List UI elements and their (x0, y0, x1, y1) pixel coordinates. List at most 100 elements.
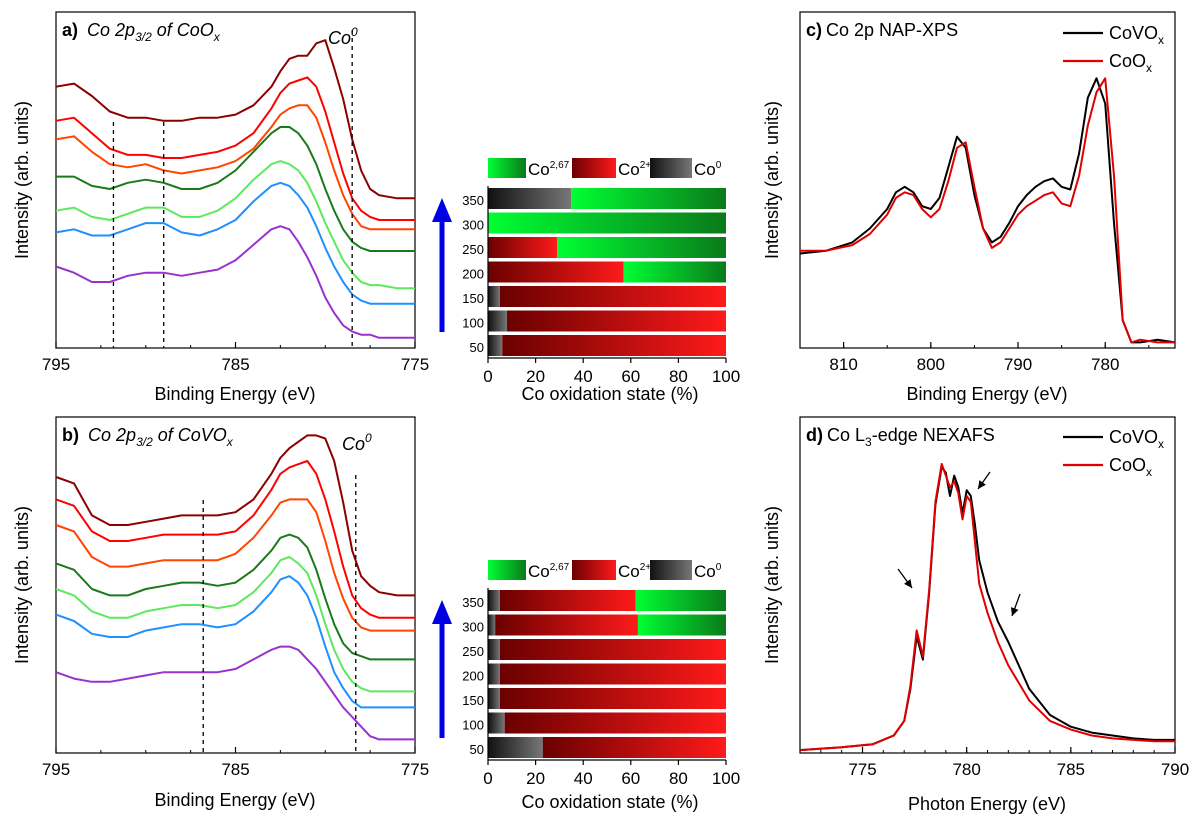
pabar-category-label-2: 250 (462, 242, 484, 257)
pb-series-5 (55, 575, 415, 709)
pabar-legend-swatch-0 (488, 158, 526, 178)
pabar-category-label-5: 100 (462, 316, 484, 331)
pb-series-3 (55, 533, 415, 661)
panel-a-bar-xlabel: Co oxidation state (%) (521, 384, 698, 404)
pbbar-xtick-label-2: 40 (574, 769, 593, 788)
pa-series-3 (56, 126, 415, 252)
pbbar-bar-200-s1 (499, 663, 726, 685)
pbbar-category-label-2: 250 (462, 644, 484, 659)
pbbar-bar-100-s0 (488, 712, 505, 734)
panel-d-xlabel: Photon Energy (eV) (908, 794, 1066, 814)
panel-a: 795 785 775 a) Co 2p3/2 of CoOx Co0 Bindin… (12, 11, 429, 404)
pabar-category-label-1: 300 (462, 218, 484, 233)
pc-xtick-label-2: 790 (1004, 355, 1032, 374)
pbbar-legend-swatch-0 (488, 560, 526, 580)
pbbar-bar-300-s2 (637, 614, 726, 636)
panel-a-title: a) Co 2p3/2 of CoOx (62, 20, 221, 44)
pabar-xtick-label-2: 40 (574, 367, 593, 386)
pc-legend-label-1: CoOx (1109, 51, 1152, 75)
pc-legend-label-0: CoVOx (1109, 23, 1164, 47)
pabar-xtick-label-1: 20 (526, 367, 545, 386)
pabar-legend-label-1: Co2+ (618, 160, 651, 179)
pd-legend-label-1: CoOx (1109, 455, 1152, 479)
pbbar-bar-250-s1 (499, 639, 726, 660)
pb-xtick-label-1: 785 (221, 760, 249, 779)
pb-series-0 (55, 434, 415, 597)
pa-series-0 (55, 39, 415, 200)
pa-series-6 (55, 225, 415, 339)
pc-series-1 (800, 77, 1175, 344)
pbbar-bar-150-s0 (488, 688, 500, 709)
panel-a-bar-arrow-head (432, 198, 452, 222)
pbbar-category-label-0: 350 (462, 595, 484, 610)
pa-series-1 (55, 76, 415, 221)
pabar-bar-50-s1 (502, 335, 726, 356)
pd-arrow-head-1 (978, 480, 986, 489)
panel-b-ylabel: Intensity (arb. units) (12, 506, 32, 664)
pabar-bar-250-s2 (557, 237, 726, 258)
pabar-legend-label-0: Co2,67 (528, 160, 570, 179)
pd-series-1 (799, 462, 1175, 752)
pc-xtick-label-1: 800 (917, 355, 945, 374)
pd-series-0 (799, 465, 1175, 752)
panel-a-frame (55, 11, 416, 349)
pabar-bar-150-s0 (488, 286, 500, 307)
pa-series-4 (55, 160, 415, 290)
panel-a-ylabel: Intensity (arb. units) (12, 101, 32, 259)
pabar-xtick-label-5: 100 (712, 367, 740, 386)
panel-a-co0-annotation: Co0 (328, 25, 358, 48)
pabar-bar-200-s1 (488, 261, 624, 283)
pb-xtick-label-0: 795 (42, 760, 70, 779)
pa-xtick-label-1: 785 (221, 355, 249, 374)
pbbar-category-label-5: 100 (462, 718, 484, 733)
panel-b-co0-annotation: Co0 (342, 431, 372, 454)
pabar-xtick-label-0: 0 (483, 367, 492, 386)
pa-xtick-label-2: 775 (401, 355, 429, 374)
pabar-bar-200-s2 (623, 261, 726, 283)
pbbar-category-label-4: 150 (462, 693, 484, 708)
panel-b-bar-arrow-head (432, 600, 452, 624)
pd-xtick-label-3: 790 (1161, 760, 1189, 779)
panel-c-title: c) Co 2p NAP-XPS (806, 20, 958, 40)
panel-b-bar-xlabel: Co oxidation state (%) (521, 792, 698, 812)
pb-series-2 (55, 498, 415, 632)
pbbar-bar-100-s1 (504, 712, 726, 734)
pbbar-bar-50-s0 (488, 737, 543, 758)
pabar-bar-350-s0 (488, 188, 572, 209)
pabar-category-label-3: 200 (462, 267, 484, 282)
pb-series-4 (55, 556, 415, 693)
pbbar-legend-swatch-2 (650, 560, 692, 580)
pabar-xtick-label-4: 80 (669, 367, 688, 386)
panel-a-xlabel: Binding Energy (eV) (154, 384, 315, 404)
panel-b-xlabel: Binding Energy (eV) (154, 790, 315, 810)
pbbar-bar-300-s0 (488, 614, 496, 636)
panel-a-bar: Co2,67 Co2+ Co0 350 300 250 200 150 100 50 0 20 40… (432, 158, 740, 404)
pbbar-xtick-label-3: 60 (621, 769, 640, 788)
pbbar-bar-150-s1 (499, 688, 726, 709)
panel-c: 810 800 790 780 c) Co 2p NAP-XPS CoVOx CoOx B… (762, 11, 1176, 404)
pbbar-bar-350-s1 (499, 590, 636, 611)
pbbar-legend-label-1: Co2+ (618, 562, 651, 581)
panel-b-frame (55, 416, 416, 754)
pabar-bar-100-s0 (488, 310, 508, 332)
panel-c-ylabel: Intensity (arb. units) (762, 101, 782, 259)
pbbar-legend-label-0: Co2,67 (528, 562, 570, 581)
pd-legend-label-0: CoVOx (1109, 427, 1164, 451)
pa-series-2 (55, 104, 415, 231)
pb-series-1 (55, 460, 415, 619)
pd-arrow-head-0 (904, 579, 912, 588)
pabar-bar-250-s1 (488, 237, 558, 258)
pabar-bar-300-s2 (488, 212, 726, 234)
panel-c-xlabel: Binding Energy (eV) (906, 384, 1067, 404)
pbbar-category-label-6: 50 (470, 742, 484, 757)
panel-d-title: d) Co L3-edge NEXAFS (806, 425, 995, 449)
panel-c-frame (799, 11, 1176, 349)
pc-xtick-label-0: 810 (829, 355, 857, 374)
pabar-legend-swatch-2 (650, 158, 692, 178)
pbbar-category-label-1: 300 (462, 620, 484, 635)
pabar-category-label-6: 50 (470, 340, 484, 355)
pabar-category-label-0: 350 (462, 193, 484, 208)
pbbar-bar-250-s0 (488, 639, 500, 660)
panel-d-ylabel: Intensity (arb. units) (762, 506, 782, 664)
panel-b: 795 785 775 b) Co 2p3/2 of CoVOx Co0 Bindi… (12, 416, 429, 810)
